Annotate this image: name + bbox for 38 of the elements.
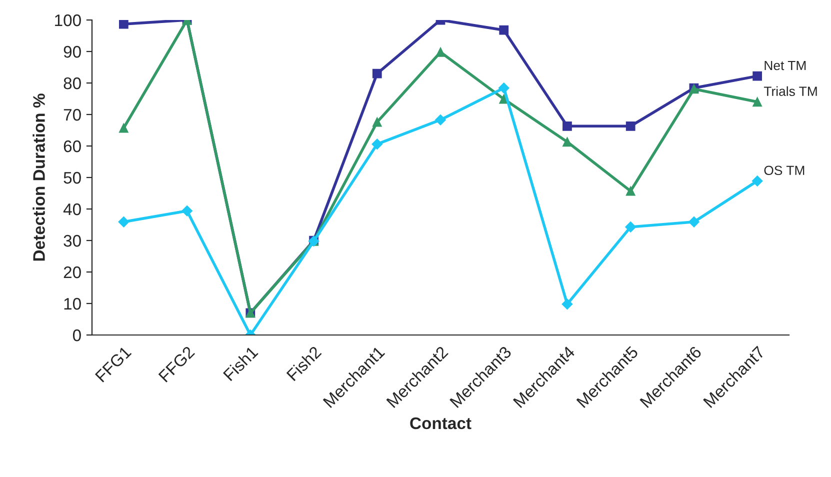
series-label: Trials TM bbox=[764, 86, 817, 96]
point bbox=[436, 47, 446, 57]
point bbox=[499, 25, 509, 35]
point bbox=[562, 137, 572, 147]
y-tick-label: 20 bbox=[64, 266, 81, 278]
point bbox=[118, 216, 130, 228]
point bbox=[562, 298, 573, 310]
point bbox=[752, 71, 762, 81]
point bbox=[435, 114, 446, 126]
point bbox=[372, 117, 382, 127]
point bbox=[625, 222, 636, 232]
point bbox=[688, 216, 700, 228]
point bbox=[118, 20, 128, 29]
point bbox=[118, 123, 128, 133]
point bbox=[752, 176, 763, 186]
series-label: OS TM bbox=[764, 166, 804, 176]
y-axis-title: Detection Duration % bbox=[32, 94, 45, 261]
point bbox=[499, 94, 509, 104]
y-tick-label: 0 bbox=[72, 329, 81, 342]
point bbox=[626, 186, 636, 196]
y-tick-label: 30 bbox=[64, 234, 81, 247]
y-tick-label: 70 bbox=[64, 108, 81, 121]
point bbox=[372, 68, 382, 78]
y-tick-label: 90 bbox=[64, 46, 81, 58]
point bbox=[562, 121, 572, 131]
y-tick-label: 60 bbox=[64, 140, 81, 152]
series-label: Net TM bbox=[764, 60, 806, 70]
y-tick-label: 10 bbox=[64, 298, 81, 310]
y-tick-label: 40 bbox=[63, 203, 81, 216]
y-tick-label: 100 bbox=[55, 14, 81, 26]
y-tick-label: 50 bbox=[64, 172, 81, 184]
point bbox=[372, 138, 383, 150]
point bbox=[626, 121, 636, 131]
x-axis-title: Contact bbox=[410, 417, 472, 430]
y-tick-label: 80 bbox=[64, 77, 81, 90]
point bbox=[182, 205, 192, 216]
point bbox=[498, 82, 510, 94]
point bbox=[752, 97, 762, 107]
